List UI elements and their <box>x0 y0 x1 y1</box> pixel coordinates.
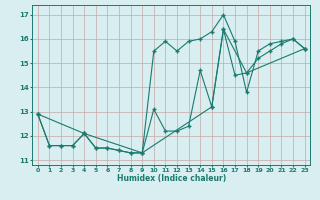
X-axis label: Humidex (Indice chaleur): Humidex (Indice chaleur) <box>116 174 226 183</box>
